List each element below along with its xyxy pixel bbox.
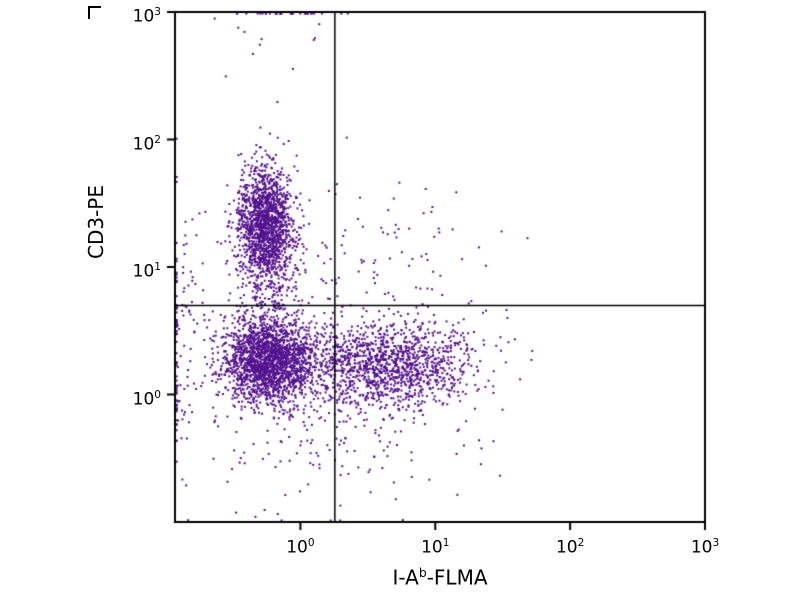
- x-axis-label: I-Ab-FLMA: [392, 565, 487, 590]
- x-axis-label-pre: I-A: [392, 565, 419, 590]
- x-axis-label-post: -FLMA: [426, 565, 488, 590]
- x-axis-label-sup: b: [418, 565, 427, 580]
- corner-mark: [88, 6, 101, 19]
- y-axis-label: CD3-PE: [84, 184, 108, 260]
